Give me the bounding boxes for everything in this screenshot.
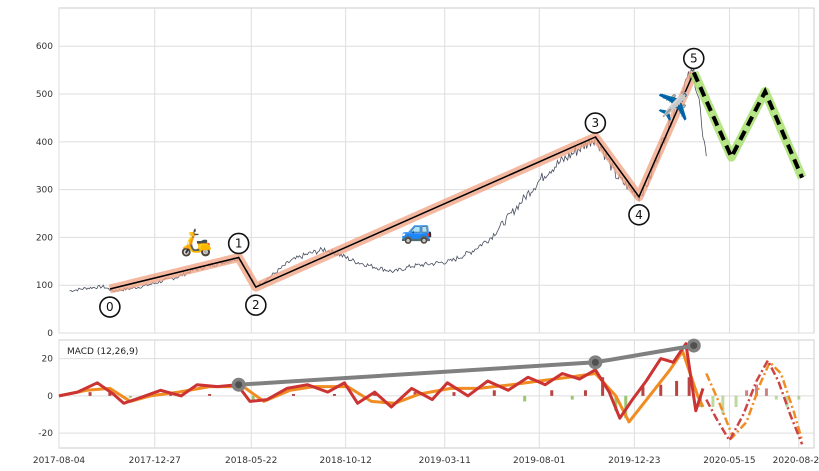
signal-line (58, 349, 705, 424)
macd-trend-marker-core (235, 381, 243, 389)
wave-point-label: 5 (690, 52, 698, 66)
wave-point-label: 1 (235, 236, 243, 250)
price-y-tick-label: 200 (36, 233, 53, 243)
wave-point-label: 4 (635, 208, 643, 222)
macd-histogram-bar (108, 392, 112, 396)
airplane-icon: ✈️ (657, 91, 689, 123)
x-tick-label: 2020-05-15 (703, 456, 755, 466)
macd-histogram-bar (687, 377, 691, 396)
macd-histogram-bar (550, 390, 554, 396)
x-tick-label: 2019-08-01 (513, 456, 565, 466)
wave-point-1: 1 (227, 232, 250, 255)
scooter-icon: 🛵 (180, 228, 212, 258)
wave-point-circle (245, 294, 267, 316)
price-panel: 0 100 200 300 400 500 600 0 1 2 3 4 5 🛵 🚙 ✈️ (36, 7, 815, 339)
wave-point-2: 2 (245, 294, 267, 316)
x-tick-label: 2018-05-22 (225, 456, 277, 466)
forecast-histogram-bar (745, 390, 749, 396)
macd-histogram-bar (659, 384, 663, 396)
forecast-histogram-bar (755, 384, 759, 396)
macd-histogram-bar (570, 395, 574, 400)
forecast-histogram-bar (711, 395, 715, 408)
price-y-tick-label: 100 (36, 281, 53, 291)
macd-trend-marker-core (690, 342, 698, 350)
forecast-signal-line (705, 360, 804, 441)
macd-histogram-bar (169, 394, 173, 396)
macd-histogram-bar (641, 386, 645, 396)
x-tick-label: 2018-10-12 (320, 456, 372, 466)
wave-point-label: 0 (106, 300, 114, 314)
macd-y-tick-label: -20 (38, 429, 53, 439)
price-y-tick-label: 400 (36, 138, 53, 148)
wave-point-label: 2 (252, 298, 260, 312)
macd-histogram-bar (128, 395, 132, 398)
x-tick-label: 2020-08-28 (773, 456, 819, 466)
macd-y-tick-label: 20 (42, 355, 54, 365)
wave-point-0: 0 (99, 296, 121, 318)
macd-histogram-bar (583, 390, 587, 396)
macd-title: MACD (12,26,9) (67, 347, 138, 357)
macd-histogram-bar (413, 392, 417, 396)
wave-point-circle (227, 232, 250, 255)
forecast-histogram-bar (734, 395, 738, 408)
x-tick-label: 2017-08-04 (33, 456, 86, 466)
wave-point-4: 4 (628, 203, 650, 226)
macd-panel: -20 0 20 MACD (12,26,9) (38, 338, 815, 449)
x-tick-label: 2019-12-23 (608, 456, 660, 466)
macd-histogram-bar (601, 377, 605, 396)
forecast-histogram-bar (774, 395, 778, 400)
forecast-histogram-bar (785, 395, 789, 408)
macd-line (58, 342, 705, 420)
wave-point-circle (628, 203, 650, 226)
macd-histogram-bar (675, 380, 679, 396)
forecast-macd-line (705, 357, 804, 445)
forecast-histogram-bar (797, 395, 801, 400)
wave-point-circle (584, 112, 607, 134)
wave-point-circle (99, 296, 121, 318)
macd-trend-marker-core (591, 358, 599, 366)
wave-point-label: 3 (592, 116, 600, 130)
forecast-histogram-bar (721, 395, 725, 415)
wave-point-3: 3 (584, 112, 607, 134)
price-y-tick-label: 300 (36, 186, 53, 196)
wave-line (109, 72, 695, 290)
macd-histogram-bar (208, 394, 212, 396)
wave-point-circle (682, 47, 705, 70)
price-y-tick-label: 500 (36, 90, 53, 100)
x-tick-label: 2019-03-11 (419, 456, 471, 466)
car-icon: 🚙 (401, 215, 433, 245)
forecast-histogram-bar (764, 388, 768, 396)
wave-point-5: 5 (682, 47, 705, 70)
price-y-tick-label: 600 (36, 42, 53, 52)
macd-histogram-bar (88, 392, 92, 396)
macd-histogram-bar (251, 395, 255, 402)
price-y-tick-label: 0 (47, 329, 53, 339)
macd-histogram-bar (452, 392, 456, 396)
x-axis: 2017-08-04 2017-12-27 2018-05-22 2018-10-12… (33, 456, 819, 466)
macd-y-tick-label: 0 (47, 392, 53, 402)
x-tick-label: 2017-12-27 (129, 456, 181, 466)
macd-histogram-bar (614, 395, 618, 411)
macd-histogram-bar (523, 395, 527, 402)
forecast-line (691, 71, 804, 179)
macd-histogram-bar (291, 394, 295, 396)
macd-histogram-bar (332, 394, 336, 396)
macd-histogram-bar (492, 390, 496, 396)
